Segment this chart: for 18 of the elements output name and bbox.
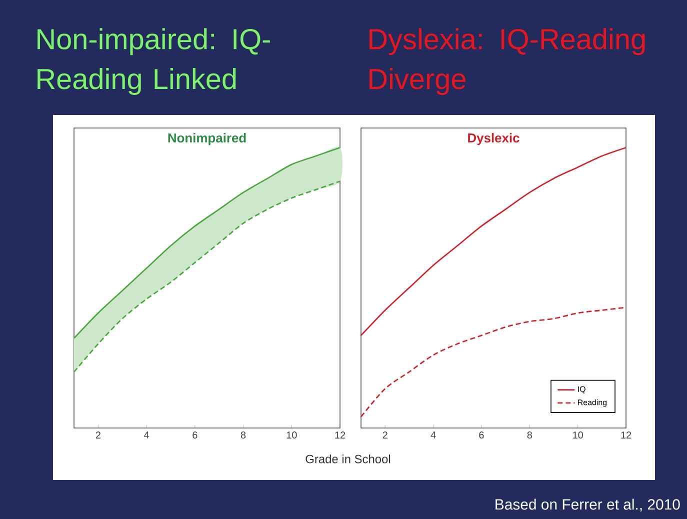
x-tick-label: 10: [573, 432, 583, 439]
chart-title: Nonimpaired: [168, 133, 246, 146]
text: Based on Ferrer et al., 2010: [496, 498, 680, 512]
chart-title: Dyslexic: [468, 133, 520, 146]
x-tick-label: 2: [96, 432, 100, 438]
x-tick-label: 4: [144, 432, 150, 438]
x-tick-label: 2: [382, 432, 388, 438]
x-tick-label: 4: [430, 432, 436, 438]
x-tick-label: 8: [240, 432, 246, 439]
x-axis-title: Grade in School: [306, 454, 390, 464]
x-tick-label: 8: [527, 432, 532, 439]
chart-subtitle: Non-impaired: IQ-Reading Linked: [38, 28, 270, 95]
chart-subtitle: Dyslexia: IQ-Reading Diverge: [370, 28, 645, 95]
x-tick-label: 6: [479, 432, 484, 439]
x-tick-label: 12: [621, 432, 632, 438]
x-tick-label: 6: [192, 432, 198, 439]
x-tick-label: 12: [335, 432, 346, 438]
x-tick-label: 10: [286, 432, 297, 439]
